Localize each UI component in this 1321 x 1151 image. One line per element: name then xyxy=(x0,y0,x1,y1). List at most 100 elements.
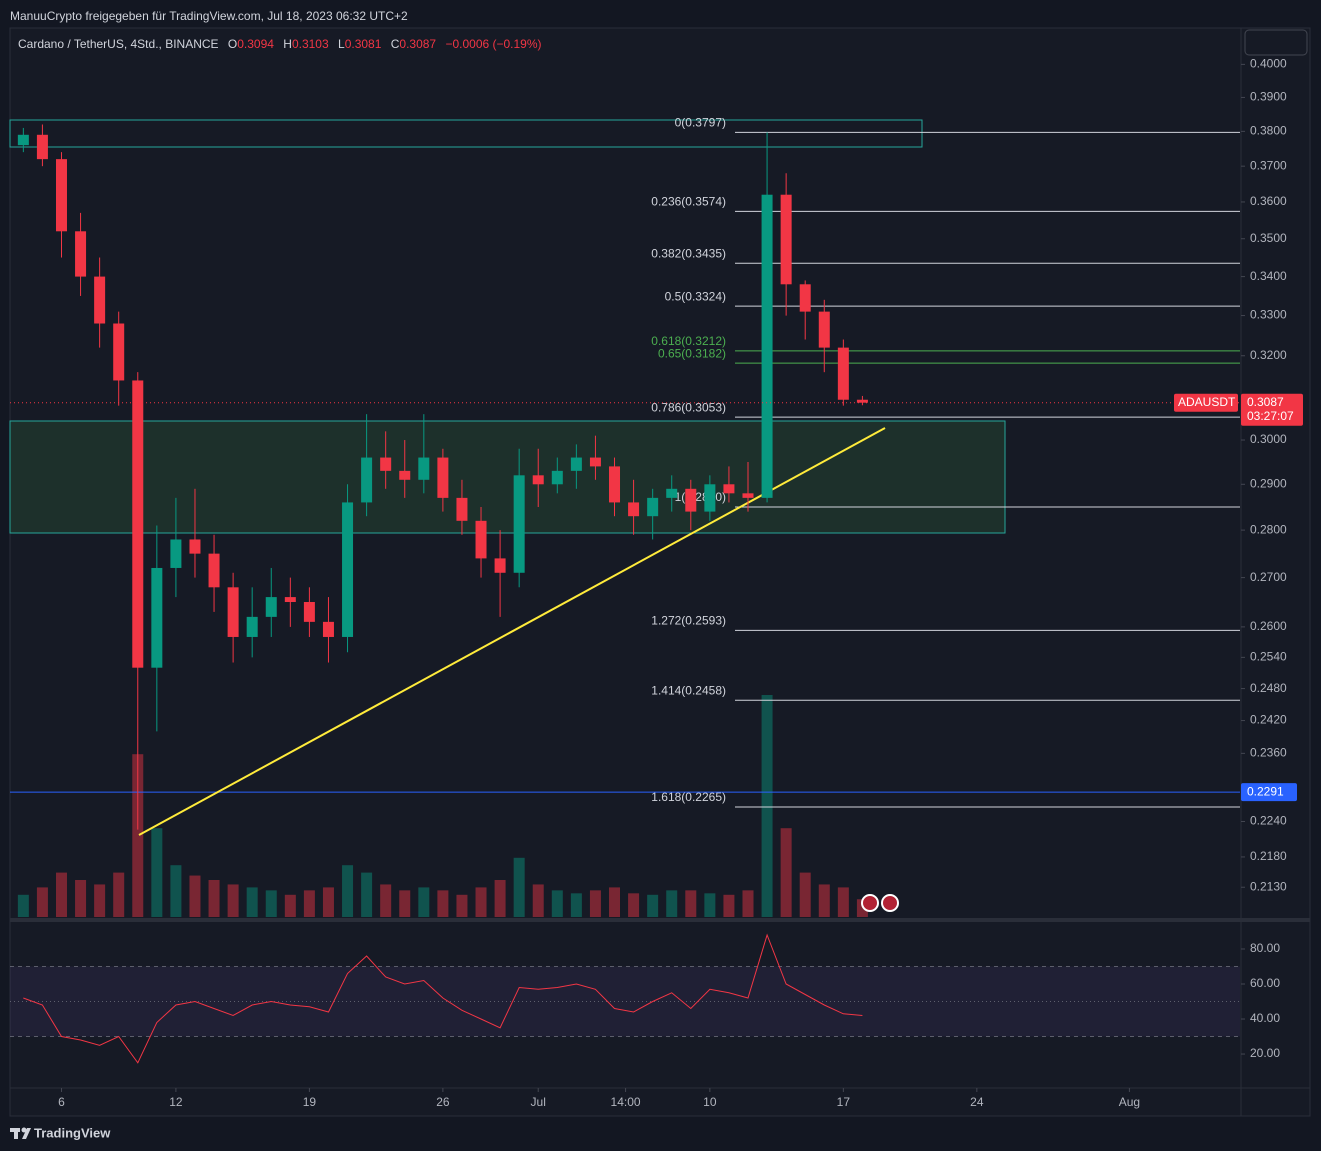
volume-bar xyxy=(761,695,773,917)
candle-body xyxy=(456,497,468,521)
scale-button[interactable] xyxy=(1244,29,1308,56)
brand: TradingView xyxy=(34,1125,111,1140)
y-tick-label: 0.2900 xyxy=(1250,476,1287,490)
fib-label: 0.618(0.3212) xyxy=(651,334,726,348)
ohlc-value: 0.3103 xyxy=(292,37,329,51)
x-tick-label: 26 xyxy=(436,1095,450,1109)
ohlc-value: 0.3094 xyxy=(237,37,274,51)
candle-body xyxy=(322,621,334,637)
y-tick-label: 0.3800 xyxy=(1250,124,1287,138)
candle-body xyxy=(17,134,29,146)
countdown: 03:27:07 xyxy=(1247,409,1294,423)
y-tick-label: 0.2600 xyxy=(1250,619,1287,633)
alert-tag-label: 0.2291 xyxy=(1247,784,1284,798)
symbol-tag: ADAUSDT xyxy=(1178,395,1236,409)
volume-bar xyxy=(189,875,201,917)
x-tick-label: 24 xyxy=(970,1095,984,1109)
volume-bar xyxy=(609,887,621,917)
volume-bar xyxy=(513,857,525,917)
candle-body xyxy=(151,567,163,668)
y-tick-label: 0.2700 xyxy=(1250,570,1287,584)
candle-body xyxy=(513,475,525,573)
candle-body xyxy=(303,602,315,622)
candle-body xyxy=(342,502,354,637)
volume-bar xyxy=(647,894,659,917)
candle-body xyxy=(494,558,506,573)
candle-body xyxy=(284,597,296,603)
candle-body xyxy=(532,475,544,485)
fib-label: 0.65(0.3182) xyxy=(658,346,726,360)
x-tick-label: 14:00 xyxy=(611,1095,641,1109)
symbol-legend: Cardano / TetherUS, 4Std., BINANCE O0.30… xyxy=(18,37,542,51)
volume-bar xyxy=(265,890,277,917)
fib-label: 1.414(0.2458) xyxy=(651,683,726,697)
candle-body xyxy=(36,134,48,160)
volume-bar xyxy=(284,894,296,917)
y-tick-label: 0.2800 xyxy=(1250,522,1287,536)
fib-label: 1.272(0.2593) xyxy=(651,614,726,628)
rsi-y-tick-label: 80.00 xyxy=(1250,941,1280,955)
volume-bar xyxy=(246,887,258,917)
symbol-tag-bg xyxy=(1174,393,1238,412)
y-tick-label: 0.2240 xyxy=(1250,814,1287,828)
y-tick-label: 0.2360 xyxy=(1250,746,1287,760)
ohlc-label: C xyxy=(391,37,400,51)
y-tick-label: 0.3000 xyxy=(1250,432,1287,446)
candle-body xyxy=(475,520,487,559)
candle-body xyxy=(609,466,621,503)
y-tick-label: 0.4000 xyxy=(1250,57,1287,71)
x-tick-label: 12 xyxy=(169,1095,183,1109)
y-tick-label: 0.2130 xyxy=(1250,879,1287,893)
candle-body xyxy=(75,231,87,277)
trendline xyxy=(138,427,886,836)
volume-bar xyxy=(475,887,487,917)
x-tick-label: Jul xyxy=(531,1095,546,1109)
x-tick-label: 10 xyxy=(703,1095,717,1109)
y-tick-label: 0.2540 xyxy=(1250,650,1287,664)
candle-body xyxy=(437,457,449,498)
fib-label: 1.618(0.2265) xyxy=(651,790,726,804)
y-tick-label: 0.3200 xyxy=(1250,348,1287,362)
y-tick-label: 0.3500 xyxy=(1250,231,1287,245)
candle-body xyxy=(837,347,849,400)
candle-body xyxy=(55,159,67,232)
volume-bar xyxy=(418,887,430,917)
candle-body xyxy=(113,323,125,381)
rsi-y-tick-label: 20.00 xyxy=(1250,1046,1280,1060)
event-icon[interactable] xyxy=(861,894,879,912)
event-icon[interactable] xyxy=(881,894,899,912)
candle-body xyxy=(685,488,697,512)
ohlc-label: O xyxy=(228,37,237,51)
candle-body xyxy=(418,457,430,480)
candle-body xyxy=(208,553,220,588)
volume-bar xyxy=(380,884,392,917)
candle-body xyxy=(189,539,201,554)
volume-bar xyxy=(132,754,144,917)
volume-bar xyxy=(17,894,29,917)
x-tick-label: 6 xyxy=(58,1095,65,1109)
price-tag-bg xyxy=(1241,393,1303,426)
symbol: Cardano / TetherUS, 4Std., BINANCE xyxy=(18,37,219,51)
fib-label: 0.786(0.3053) xyxy=(651,400,726,414)
volume-bar xyxy=(818,884,830,917)
candle-body xyxy=(704,484,716,512)
candle-body xyxy=(589,457,601,467)
fib-label: 0(0.3797) xyxy=(675,116,726,130)
candle-body xyxy=(666,488,678,498)
fib-label: 0.382(0.3435) xyxy=(651,246,726,260)
ohlc-value: 0.3081 xyxy=(345,37,382,51)
candle-body xyxy=(246,616,258,637)
fib-label: 0.236(0.3574) xyxy=(651,195,726,209)
candle-body xyxy=(780,194,792,285)
candle-body xyxy=(647,497,659,517)
ohlc-label: L xyxy=(338,37,345,51)
y-tick-label: 0.3300 xyxy=(1250,308,1287,322)
fib-label: 0.5(0.3324) xyxy=(665,289,726,303)
ohlc-label: H xyxy=(283,37,292,51)
volume-bar xyxy=(208,880,220,917)
change: −0.0006 (−0.19%) xyxy=(445,37,541,51)
candle-body xyxy=(818,311,830,348)
volume-bar xyxy=(55,872,67,917)
x-tick-label: 19 xyxy=(303,1095,317,1109)
